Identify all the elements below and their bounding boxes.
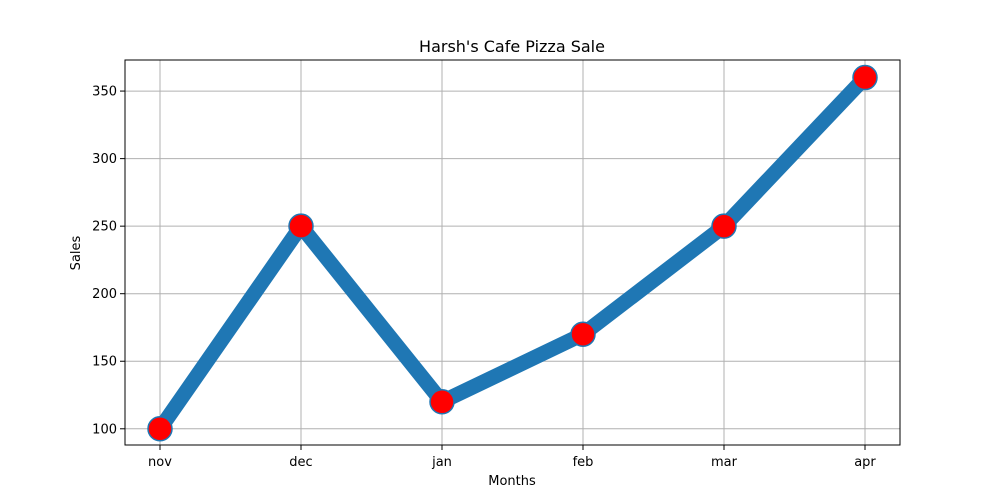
- y-axis-label: Sales: [69, 235, 84, 270]
- y-tick-label-100: 100: [92, 422, 117, 437]
- y-tick-label-300: 300: [92, 152, 117, 167]
- data-point-nov: [147, 416, 173, 442]
- plot-frame: [124, 59, 901, 446]
- series-line: [153, 72, 871, 434]
- data-markers: [147, 64, 878, 442]
- chart-title: Harsh's Cafe Pizza Sale: [419, 37, 605, 56]
- x-axis-label: Months: [488, 474, 536, 489]
- x-tick-label-feb: feb: [573, 455, 594, 470]
- y-tick-label-350: 350: [92, 85, 117, 100]
- data-point-dec: [288, 213, 314, 239]
- data-point-feb: [570, 321, 596, 347]
- x-tick-label-dec: dec: [289, 455, 312, 470]
- x-axis-ticks: nov dec jan feb mar apr: [148, 445, 876, 470]
- x-tick-label-apr: apr: [854, 455, 876, 470]
- data-point-mar: [711, 213, 737, 239]
- data-point-apr: [852, 64, 878, 91]
- y-tick-label-200: 200: [92, 287, 117, 302]
- x-tick-label-mar: mar: [711, 455, 738, 470]
- y-tick-label-250: 250: [92, 220, 117, 235]
- data-point-jan: [429, 389, 455, 415]
- x-tick-label-jan: jan: [431, 455, 452, 470]
- y-tick-label-150: 150: [92, 355, 117, 370]
- y-axis-ticks: 100 150 200 250 300 350: [92, 85, 125, 437]
- series-sales: [153, 72, 871, 434]
- x-tick-label-nov: nov: [148, 455, 172, 470]
